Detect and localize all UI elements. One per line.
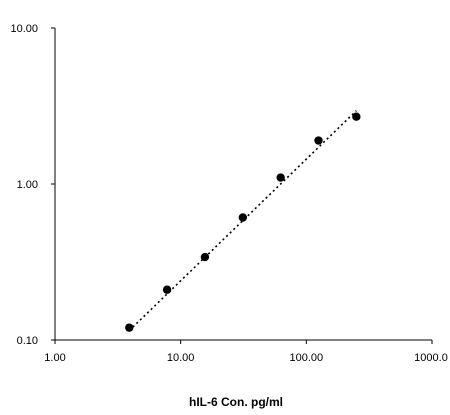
y-tick-label: 10.00 bbox=[10, 23, 38, 35]
y-axis-ticks: 0.10 1.00 10.00 bbox=[10, 23, 55, 347]
x-tick-label: 10.00 bbox=[167, 352, 195, 364]
data-point bbox=[352, 112, 361, 121]
plot-area bbox=[54, 28, 432, 341]
data-point bbox=[162, 285, 172, 294]
data-point bbox=[125, 323, 134, 332]
data-point bbox=[238, 213, 248, 222]
x-tick-label: 100.00 bbox=[290, 352, 324, 364]
data-point bbox=[200, 252, 210, 262]
x-tick-label: 1000.0 bbox=[414, 352, 448, 364]
data-points bbox=[125, 112, 361, 332]
x-axis-label: hIL-6 Con. pg/ml bbox=[189, 395, 283, 409]
x-axis-ticks: 1.00 10.00 100.00 1000.0 bbox=[44, 340, 448, 364]
data-point bbox=[314, 136, 323, 145]
data-point bbox=[276, 173, 285, 182]
y-tick-label: 1.00 bbox=[17, 179, 38, 191]
x-tick-label: 1.00 bbox=[44, 352, 65, 364]
y-tick-label: 0.10 bbox=[17, 335, 38, 347]
